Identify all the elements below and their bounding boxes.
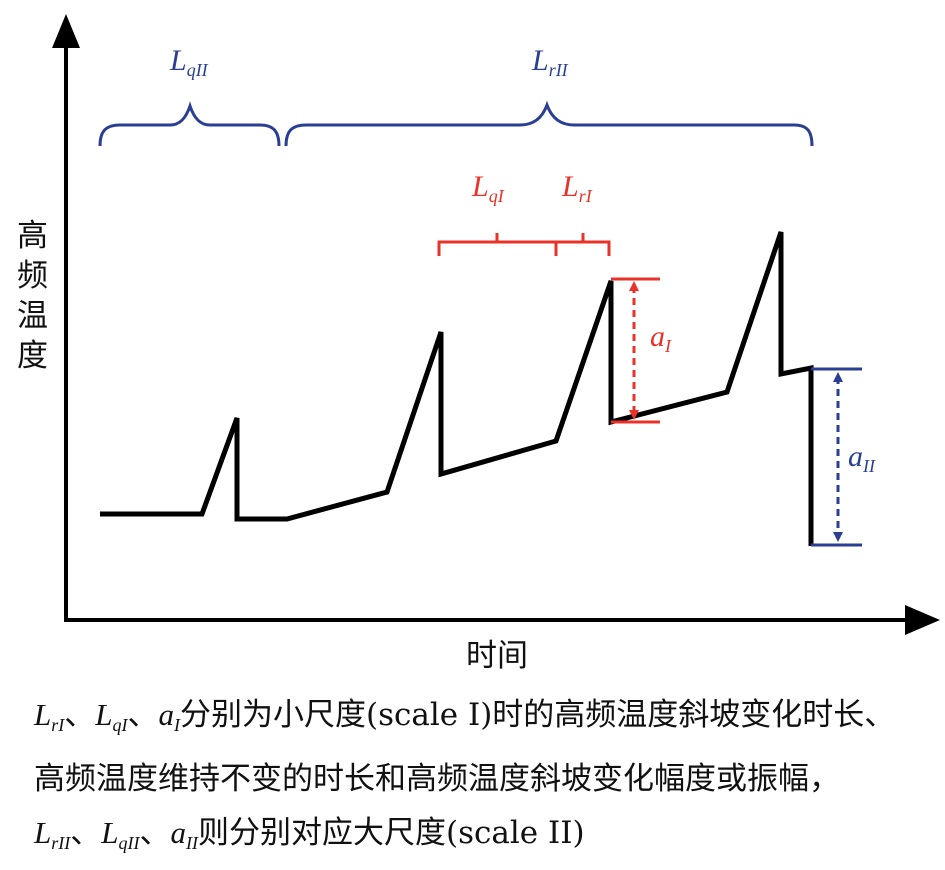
label-LrI: LrI [561,170,593,206]
amplitude-aI-marker [611,277,660,424]
label-LqII: LqII [169,44,209,80]
scale-I-brackets [437,233,611,256]
brace-LrII [284,100,814,147]
figure-caption: LrI、LqI、aI分别为小尺度(scale I)时的高频温度斜坡变化时长、 高… [34,688,934,870]
y-axis-label: 高 频 温 度 [17,218,48,374]
caption-line-2: 高频温度维持不变的时长和高频温度斜坡变化幅度或振幅， [34,761,840,797]
y-label-char-4: 度 [17,338,48,374]
y-axis-arrowhead [52,14,80,48]
bracket-LqI [437,240,558,256]
label-LrII: LrII [531,44,569,80]
y-label-char-3: 温 [17,298,48,334]
amplitude-aII-marker [811,367,862,547]
caption-line-1: LrI、LqI、aI分别为小尺度(scale I)时的高频温度斜坡变化时长、 [34,697,896,735]
label-aII: aII [848,440,876,476]
axes [52,14,940,635]
caption-line-3: LrII、LqII、aII则分别对应大尺度(scale II) [34,815,585,853]
x-axis-label: 时间 [466,638,528,674]
y-label-char-1: 高 [17,218,48,254]
x-axis-arrowhead [905,605,940,635]
brace-LqII [98,101,281,147]
label-aI: aI [650,320,672,356]
temperature-trace [100,231,814,546]
y-label-char-2: 频 [17,258,48,294]
bracket-LrI [556,240,611,256]
scale-II-braces [98,100,814,147]
label-LqI: LqI [471,170,505,206]
